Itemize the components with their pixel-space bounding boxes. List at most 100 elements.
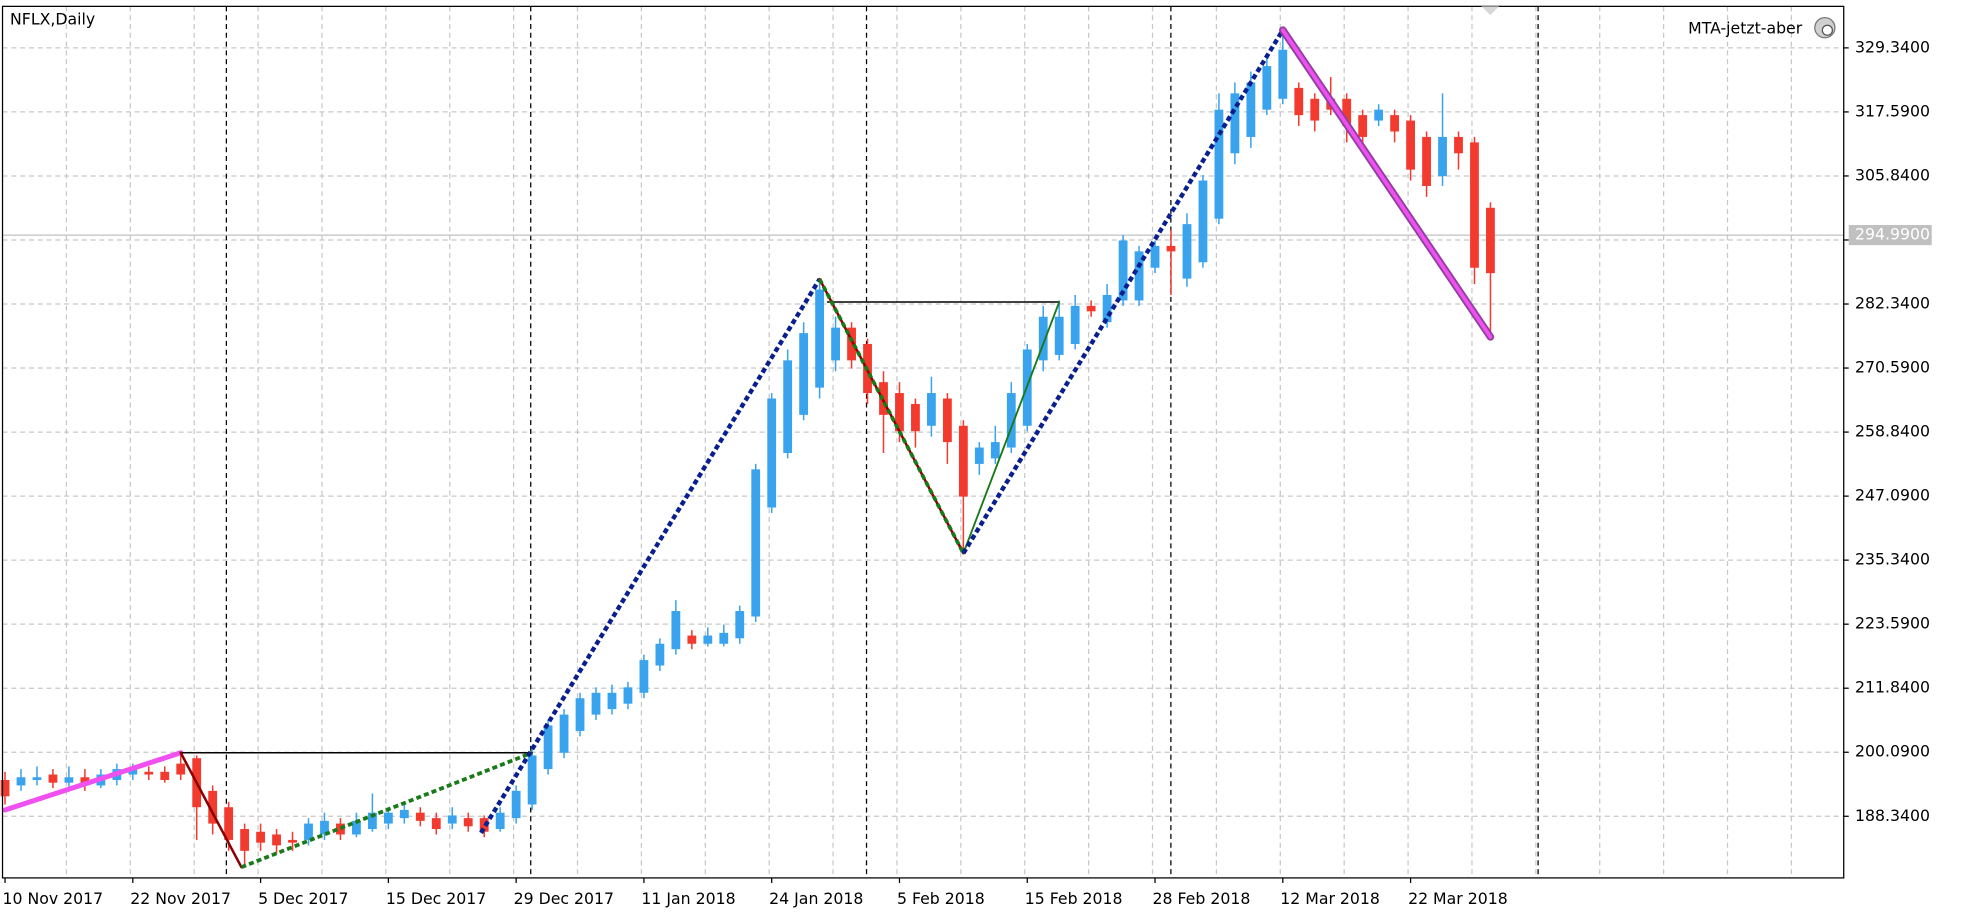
y-tick-label: 282.3400	[1855, 294, 1930, 313]
candle-body	[623, 687, 633, 704]
shift-marker	[1481, 6, 1500, 16]
candle-body	[1374, 109, 1384, 121]
period-separators	[225, 6, 1539, 878]
candle-body	[144, 771, 154, 775]
candle-body	[176, 763, 186, 775]
candle-body	[16, 777, 26, 786]
x-tick-label: 10 Nov 2017	[3, 889, 104, 908]
current-price-label: 294.9900	[1855, 225, 1930, 244]
y-tick-label: 329.3400	[1855, 37, 1930, 56]
candle-body	[1054, 316, 1064, 355]
candle-body	[64, 777, 74, 783]
overlay-line	[962, 301, 1061, 555]
candle-body	[240, 829, 250, 851]
y-tick-label: 305.8400	[1855, 165, 1930, 184]
candle-body	[1150, 245, 1160, 268]
candle-body	[911, 403, 920, 432]
candle-body	[990, 442, 1000, 459]
x-tick-label: 24 Jan 2018	[769, 889, 863, 908]
candle-body	[1262, 66, 1272, 110]
overlay-line	[2, 750, 184, 813]
candle-body	[1342, 98, 1352, 127]
x-tick-label: 22 Nov 2017	[130, 889, 231, 908]
overlay-line	[240, 750, 533, 869]
candle-body	[1486, 207, 1495, 274]
candle-body	[1294, 87, 1304, 116]
candle-body	[1230, 93, 1240, 154]
candle-body	[1006, 393, 1016, 448]
candle-body	[735, 611, 745, 639]
candle-body	[1470, 142, 1479, 268]
candle-body	[431, 818, 441, 830]
overlays	[2, 26, 1495, 869]
overlay-line	[179, 751, 243, 869]
candle-body	[1182, 224, 1192, 279]
candle-body	[447, 815, 457, 824]
candle-body	[1086, 305, 1096, 312]
candle-body	[895, 393, 904, 432]
candle-body	[0, 779, 10, 797]
candle-body	[352, 820, 361, 835]
candle-body	[1438, 136, 1447, 177]
candle-body	[703, 635, 713, 644]
candle-body	[1246, 82, 1256, 137]
overlay-line	[961, 28, 1285, 555]
grid	[2, 6, 1844, 878]
candle-body	[383, 812, 393, 824]
overlay-line	[479, 278, 822, 834]
candle-body	[224, 807, 234, 840]
candle-body	[463, 818, 473, 827]
candle-body	[942, 398, 952, 443]
candle-body	[1358, 115, 1368, 137]
y-tick-label: 235.3400	[1855, 550, 1930, 569]
candle-body	[288, 839, 297, 843]
plot-frame	[1, 5, 1845, 879]
y-tick-label: 270.5900	[1855, 358, 1930, 377]
candle-body	[511, 790, 521, 819]
current-price-box	[1848, 225, 1932, 246]
candle-body	[336, 823, 345, 835]
candle-body	[799, 333, 809, 415]
x-tick-label: 28 Feb 2018	[1153, 889, 1251, 908]
y-tick-label: 200.0900	[1855, 742, 1930, 761]
candle-body	[607, 692, 617, 710]
candle-body	[272, 834, 281, 846]
candle-body	[719, 632, 729, 644]
y-tick-label: 258.8400	[1855, 422, 1930, 441]
candle-body	[1134, 251, 1144, 301]
candle-body	[1038, 316, 1048, 361]
candle-body	[958, 425, 968, 497]
candle-body	[1198, 180, 1208, 263]
candle-body	[751, 469, 761, 617]
x-tick-label: 29 Dec 2017	[514, 889, 614, 908]
x-tick-label: 15 Feb 2018	[1025, 889, 1123, 908]
candle-body	[256, 831, 265, 843]
candle-body	[48, 774, 58, 783]
x-tick-label: 5 Feb 2018	[897, 889, 985, 908]
candle-body	[815, 289, 825, 388]
x-tick-label: 12 Mar 2018	[1280, 889, 1380, 908]
indicator-icon	[1814, 17, 1836, 39]
candle-body	[160, 771, 170, 780]
candle-body	[847, 327, 856, 361]
axes: 188.3400 200.0900 211.8400 223.5900 235.3400…	[3, 37, 1932, 908]
y-tick-label: 247.0900	[1855, 486, 1930, 505]
candle-body	[1102, 294, 1112, 323]
candle-body	[1166, 245, 1176, 252]
candle-body	[927, 393, 936, 426]
candle-body	[687, 635, 697, 644]
indicator-name: MTA-jetzt-aber	[1688, 18, 1803, 37]
overlay-line	[817, 278, 966, 555]
candle-body	[655, 643, 665, 666]
x-tick-label: 5 Dec 2017	[258, 889, 348, 908]
y-tick-label: 188.3400	[1855, 806, 1930, 825]
candle-body	[1118, 240, 1128, 301]
y-tick-label: 211.8400	[1855, 678, 1930, 697]
candle-body	[32, 777, 42, 780]
candle-body	[1454, 136, 1463, 154]
candle-body	[495, 812, 505, 830]
candle-body	[783, 360, 793, 454]
candle-body	[1070, 305, 1080, 345]
